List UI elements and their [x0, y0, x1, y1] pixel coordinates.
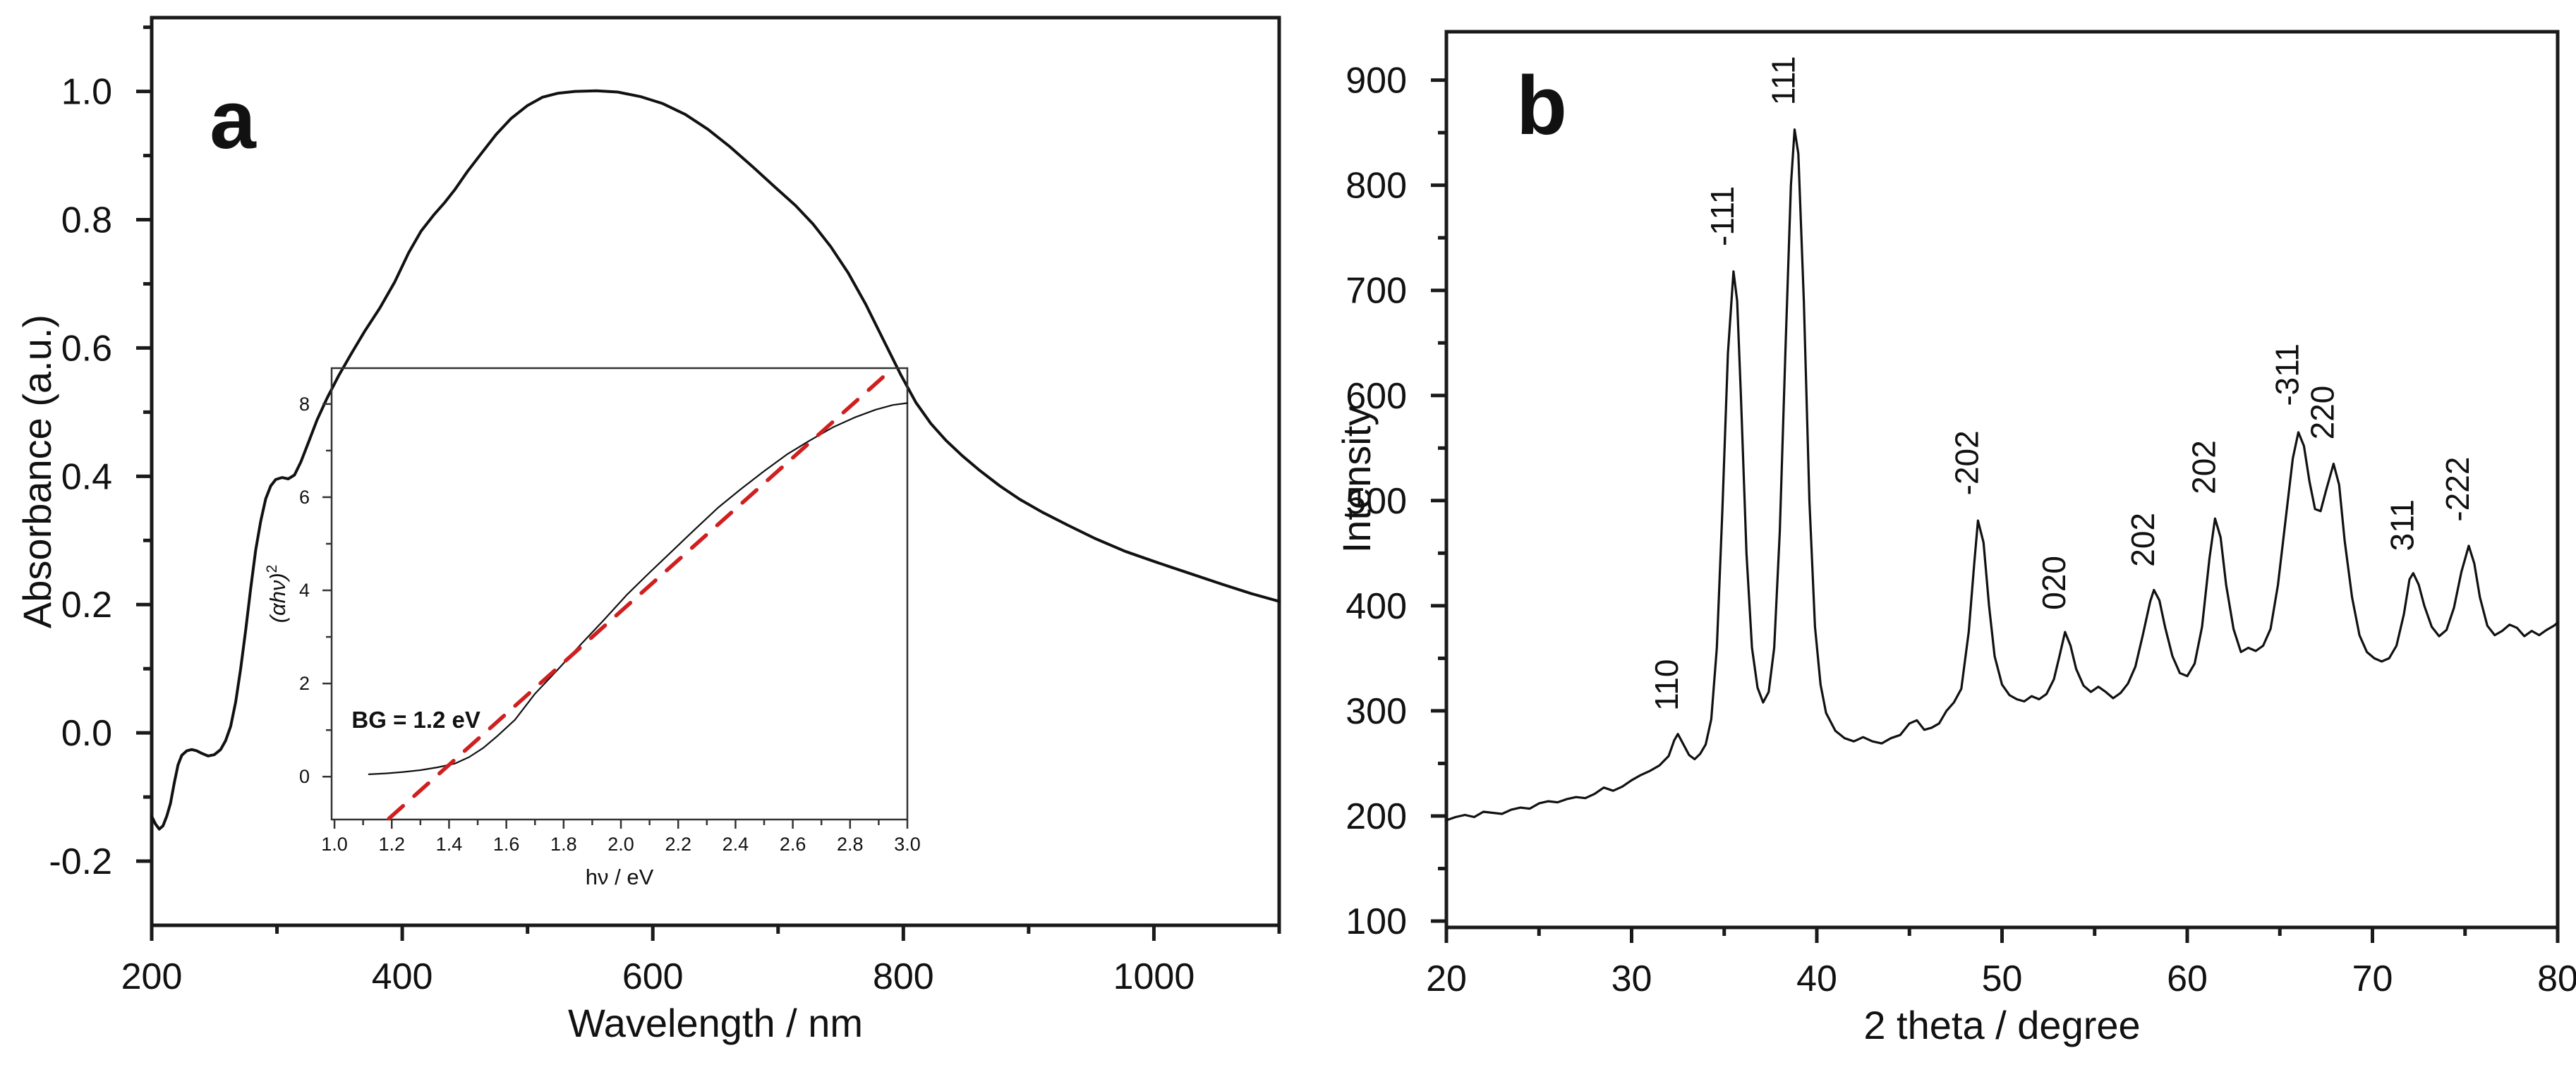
xrd-xtick-label: 60 — [2167, 958, 2208, 999]
tauc_inset-xtick-label: 3.0 — [894, 834, 921, 855]
xrd-ytick-label: 900 — [1346, 61, 1407, 102]
tauc_inset-series — [368, 366, 909, 821]
xrd-ytick-label: 500 — [1346, 481, 1407, 522]
uvvis_main-absorbance-line — [150, 89, 1281, 831]
xrd-y-axis-title: Intensity — [1334, 406, 1379, 554]
xrd-ytick-label: 100 — [1346, 901, 1407, 942]
tauc_inset-xtick-label: 2.4 — [722, 834, 749, 855]
xrd-series — [1445, 128, 2559, 822]
uvvis_main-x-axis-title: Wavelength / nm — [568, 1001, 863, 1045]
uvvis_main-ytick-label: -0.2 — [49, 841, 112, 882]
uvvis_main-chart: 200 400 600 800 1000 -0.2 0.0 0.2 0.4 0.6 0.8 1.0 Wa… — [15, 16, 1281, 1045]
tauc_inset-xtick-label: 1.0 — [321, 834, 348, 855]
xrd-ytick-label: 300 — [1346, 691, 1407, 732]
uvvis_main-xtick-label: 1000 — [1113, 956, 1195, 997]
peak-label-111: 111 — [1765, 56, 1802, 105]
peak-label-311: 311 — [2383, 499, 2420, 551]
xrd-xrd-pattern-line — [1445, 128, 2559, 822]
xrd-chart: 20 30 40 50 60 70 80 100 200 300 400 500 600 700 800 90… — [1334, 30, 2576, 1047]
uvvis_main-series — [150, 89, 1281, 831]
tauc_inset-chart: 1.0 1.2 1.4 1.6 1.8 2.0 2.2 2.4 2.6 2.8 3.0 0 2 4 6 8 hν… — [264, 366, 921, 889]
xrd-ytick-label: 200 — [1346, 796, 1407, 837]
tauc_inset-xtick-label: 1.2 — [378, 834, 405, 855]
xrd-tick-labels: 20 30 40 50 60 70 80 100 200 300 400 500 600 700 800 90… — [1346, 61, 2576, 999]
xrd-plot-box — [1444, 30, 2560, 930]
panel-b-letter: b — [1516, 59, 1568, 152]
tauc_inset-xtick-label: 2.6 — [780, 834, 806, 855]
uvvis_main-plot-box — [150, 16, 1281, 927]
xrd-xtick-label: 40 — [1796, 958, 1837, 999]
uvvis_main-ytick-label: 0.8 — [61, 200, 112, 241]
xrd-ticks — [1431, 78, 2560, 943]
peak-label-m202: -202 — [1948, 430, 1985, 495]
tauc_inset-x-axis-title: hν / eV — [586, 865, 654, 889]
tauc_inset-xtick-label: 1.6 — [493, 834, 520, 855]
tauc_inset-ytick-label: 4 — [299, 580, 310, 601]
tauc_inset-xtick-label: 1.4 — [436, 834, 463, 855]
uvvis_main-ticks — [136, 25, 1281, 941]
tauc_inset-ytick-label: 2 — [299, 673, 310, 694]
xrd-ytick-label: 400 — [1346, 586, 1407, 627]
xrd-ytick-label: 600 — [1346, 376, 1407, 417]
uvvis_main-ytick-label: 0.0 — [61, 713, 112, 754]
uvvis_main-xtick-label: 200 — [121, 956, 183, 997]
tauc_inset-tauc-linear-fit-line — [387, 366, 895, 821]
xrd-ytick-label: 700 — [1346, 271, 1407, 312]
tauc_inset-xtick-label: 2.8 — [837, 834, 864, 855]
uvvis_main-ytick-label: 1.0 — [61, 72, 112, 113]
uvvis_main-y-axis-title: Absorbance (a.u.) — [15, 315, 59, 628]
uvvis_main-xtick-label: 400 — [372, 956, 433, 997]
tauc_inset-plot-box — [330, 367, 909, 821]
tauc_inset-ytick-label: 6 — [299, 487, 310, 508]
peak-label-m311: -311 — [2269, 343, 2306, 406]
peak-label-220: 220 — [2304, 386, 2340, 440]
panel-a-letter: a — [210, 73, 256, 166]
xrd-xtick-label: 30 — [1611, 958, 1652, 999]
xrd-ytick-label: 800 — [1346, 166, 1407, 207]
uvvis_main-tick-labels: 200 400 600 800 1000 -0.2 0.0 0.2 0.4 0.6 0.8 1.0 — [49, 72, 1195, 997]
xrd-xtick-label: 50 — [1982, 958, 2023, 999]
peak-label-202: 202 — [2124, 513, 2161, 567]
xrd-xtick-label: 80 — [2537, 958, 2576, 999]
tauc_inset-ytick-label: 0 — [299, 766, 310, 787]
peak-label-110: 110 — [1648, 659, 1685, 711]
xrd-xtick-label: 20 — [1426, 958, 1467, 999]
tauc_inset-xtick-label: 1.8 — [550, 834, 577, 855]
tauc_inset-ytick-label: 8 — [299, 394, 310, 415]
peak-label-m111: -111 — [1704, 186, 1741, 246]
tauc_inset-tick-labels: 1.0 1.2 1.4 1.6 1.8 2.0 2.2 2.4 2.6 2.8 3.0 0 2 4 6 8 — [299, 394, 921, 855]
tauc_inset-ticks — [322, 403, 909, 829]
tauc_inset-y-axis-title: (αhν)2 — [264, 565, 290, 623]
peak-label-m222: -222 — [2439, 457, 2476, 522]
tauc_inset-xtick-label: 2.2 — [665, 834, 691, 855]
uvvis_main-ytick-label: 0.2 — [61, 585, 112, 626]
xrd-x-axis-title: 2 theta / degree — [1863, 1003, 2140, 1047]
uvvis_main-ytick-label: 0.4 — [61, 456, 112, 497]
peak-label-020: 020 — [2036, 556, 2072, 610]
uvvis_main-ytick-label: 0.6 — [61, 328, 112, 369]
peak-label-202: 202 — [2185, 440, 2222, 494]
uvvis_main-xtick-label: 600 — [622, 956, 684, 997]
tauc_inset-annotation: BG = 1.2 eV — [351, 707, 480, 733]
xrd-xtick-label: 70 — [2352, 958, 2393, 999]
tauc_inset-xtick-label: 2.0 — [607, 834, 634, 855]
uvvis_main-xtick-label: 800 — [873, 956, 934, 997]
